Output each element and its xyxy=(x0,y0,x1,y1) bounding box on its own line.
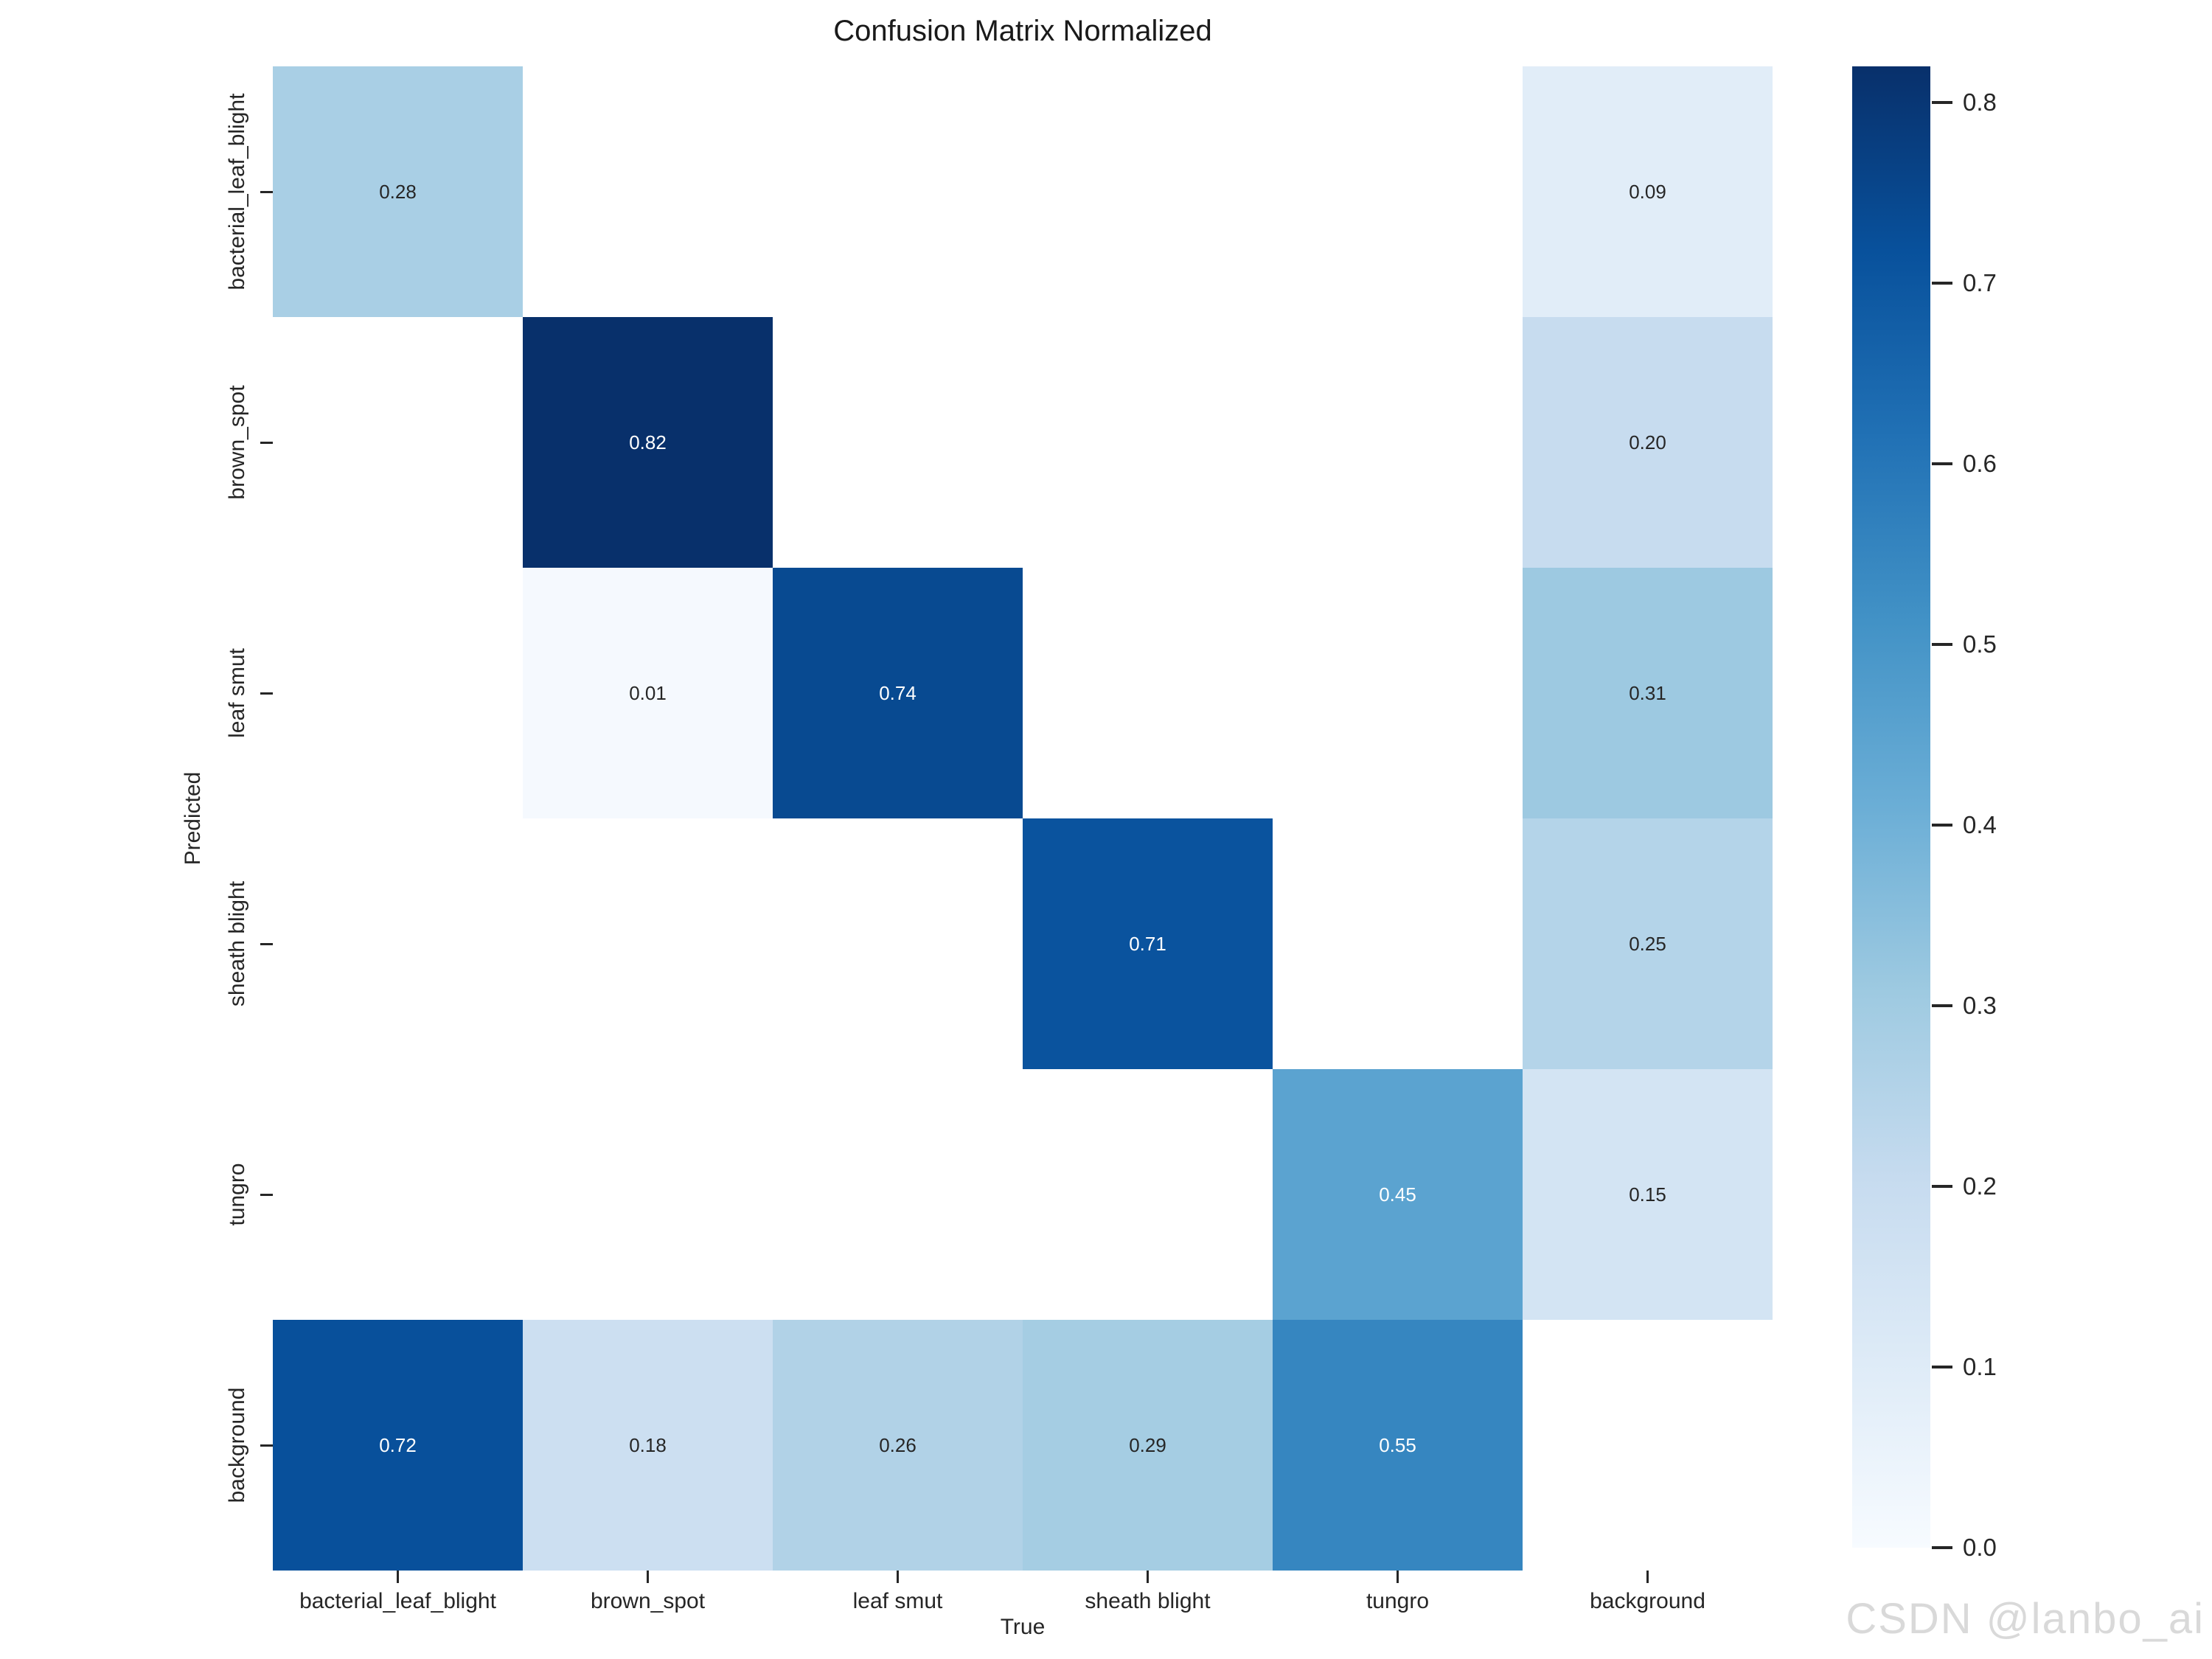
x-tick-mark xyxy=(397,1571,399,1583)
cell-value: 0.45 xyxy=(1379,1183,1416,1206)
heatmap-cell: 0.29 xyxy=(1023,1320,1273,1571)
y-tick-mark xyxy=(260,1444,273,1447)
colorbar xyxy=(1852,66,1930,1548)
cell-value: 0.31 xyxy=(1629,681,1666,704)
cell-value: 0.71 xyxy=(1129,932,1166,955)
heatmap-cell xyxy=(1273,317,1523,568)
cell-value: 0.20 xyxy=(1629,431,1666,453)
heatmap-cell xyxy=(773,818,1023,1069)
cell-value: 0.09 xyxy=(1629,180,1666,203)
colorbar-tick-mark xyxy=(1932,1004,1952,1007)
heatmap-cell xyxy=(273,818,523,1069)
y-tick-mark xyxy=(260,1193,273,1196)
heatmap-cell: 0.25 xyxy=(1523,818,1773,1069)
cell-value: 0.29 xyxy=(1129,1433,1166,1456)
x-tick-mark xyxy=(897,1571,899,1583)
y-tick-mark xyxy=(260,942,273,945)
heatmap-cell xyxy=(1023,1069,1273,1320)
cell-value: 0.15 xyxy=(1629,1183,1666,1206)
heatmap-cell: 0.72 xyxy=(273,1320,523,1571)
cell-value: 0.55 xyxy=(1379,1433,1416,1456)
colorbar-tick-mark xyxy=(1932,1185,1952,1188)
heatmap-cell xyxy=(1023,317,1273,568)
heatmap-cell xyxy=(523,818,773,1069)
colorbar-tick-mark xyxy=(1932,1366,1952,1368)
cell-value: 0.82 xyxy=(629,431,667,453)
colorbar-tick-label: 0.4 xyxy=(1963,811,1997,838)
heatmap-cell: 0.71 xyxy=(1023,818,1273,1069)
x-tick-label: background xyxy=(1590,1589,1705,1613)
heatmap-cell xyxy=(273,317,523,568)
heatmap-cell xyxy=(523,1069,773,1320)
colorbar-tick-mark xyxy=(1932,824,1952,827)
colorbar-tick-mark xyxy=(1932,101,1952,104)
heatmap-cell: 0.31 xyxy=(1523,568,1773,818)
watermark: CSDN @lanbo_ai xyxy=(1846,1595,2205,1643)
cell-value: 0.26 xyxy=(879,1433,917,1456)
heatmap-cell: 0.15 xyxy=(1523,1069,1773,1320)
colorbar-tick-label: 0.5 xyxy=(1963,630,1997,658)
colorbar-tick-label: 0.6 xyxy=(1963,450,1997,477)
colorbar-tick-mark xyxy=(1932,462,1952,465)
x-tick-label: brown_spot xyxy=(590,1589,706,1613)
heatmap-cell: 0.09 xyxy=(1523,66,1773,317)
cell-value: 0.18 xyxy=(629,1433,667,1456)
colorbar-tick-label: 0.7 xyxy=(1963,269,1997,296)
cell-value: 0.01 xyxy=(629,681,667,704)
x-tick-label: leaf smut xyxy=(852,1589,943,1613)
heatmap-cell: 0.01 xyxy=(523,568,773,818)
cell-value: 0.25 xyxy=(1629,932,1666,955)
heatmap-cell: 0.20 xyxy=(1523,317,1773,568)
colorbar-tick-label: 0.8 xyxy=(1963,88,1997,116)
y-tick-label: background xyxy=(225,1387,249,1503)
heatmap-cell: 0.55 xyxy=(1273,1320,1523,1571)
colorbar-tick-mark xyxy=(1932,643,1952,646)
heatmap-cell xyxy=(273,1069,523,1320)
heatmap-cell xyxy=(273,568,523,818)
heatmap-cell: 0.45 xyxy=(1273,1069,1523,1320)
x-tick-mark xyxy=(1397,1571,1399,1583)
heatmap-cell: 0.18 xyxy=(523,1320,773,1571)
colorbar-tick-mark xyxy=(1932,1546,1952,1549)
cell-value: 0.28 xyxy=(379,180,417,203)
heatmap-cell xyxy=(1023,66,1273,317)
heatmap-cell xyxy=(773,317,1023,568)
cell-value: 0.74 xyxy=(879,681,917,704)
colorbar-tick-label: 0.1 xyxy=(1963,1353,1997,1380)
x-axis-label: True xyxy=(1000,1615,1046,1639)
x-tick-mark xyxy=(647,1571,649,1583)
y-tick-mark xyxy=(260,190,273,193)
colorbar-tick-mark xyxy=(1932,282,1952,285)
cell-value: 0.72 xyxy=(379,1433,417,1456)
heatmap-grid: 0.28 0.09 0.82 0.20 0.01 0.74 0.31 0.71 0.25 0.45… xyxy=(273,66,1773,1571)
heatmap-cell xyxy=(773,1069,1023,1320)
x-tick-label: bacterial_leaf_blight xyxy=(299,1589,496,1613)
colorbar-tick-label: 0.3 xyxy=(1963,992,1997,1019)
x-tick-label: tungro xyxy=(1366,1589,1430,1613)
x-tick-mark xyxy=(1646,1571,1649,1583)
x-tick-mark xyxy=(1147,1571,1149,1583)
heatmap-cell xyxy=(1273,568,1523,818)
y-tick-mark xyxy=(260,692,273,695)
heatmap-cell xyxy=(773,66,1023,317)
y-axis-label: Predicted xyxy=(181,771,205,866)
heatmap-cell: 0.74 xyxy=(773,568,1023,818)
heatmap-cell: 0.28 xyxy=(273,66,523,317)
heatmap-cell xyxy=(1273,66,1523,317)
colorbar-tick-label: 0.0 xyxy=(1963,1534,1997,1561)
heatmap-cell: 0.82 xyxy=(523,317,773,568)
heatmap-cell xyxy=(1023,568,1273,818)
heatmap-cell xyxy=(523,66,773,317)
heatmap-cell xyxy=(1523,1320,1773,1571)
colorbar-tick-label: 0.2 xyxy=(1963,1172,1997,1200)
heatmap-cell: 0.26 xyxy=(773,1320,1023,1571)
y-tick-mark xyxy=(260,441,273,444)
x-tick-label: sheath blight xyxy=(1085,1589,1211,1613)
chart-title: Confusion Matrix Normalized xyxy=(833,15,1212,47)
heatmap-cell xyxy=(1273,818,1523,1069)
